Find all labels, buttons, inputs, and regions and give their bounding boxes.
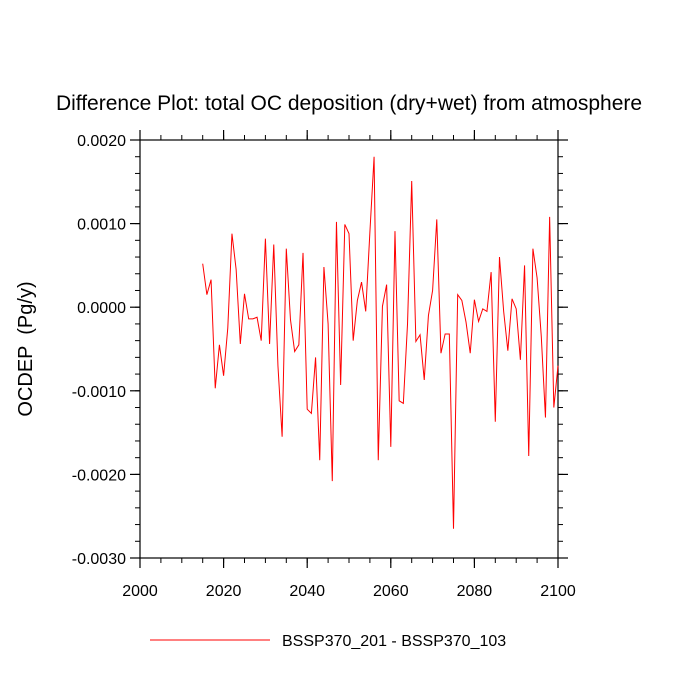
y-tick-label: -0.0010 [72,384,126,401]
y-tick-label: 0.0000 [77,300,126,317]
y-tick-label: -0.0030 [72,551,126,568]
series-layer [202,156,559,529]
x-tick-label: 2080 [457,583,493,600]
series-line [202,156,559,529]
legend-label: BSSP370_201 - BSSP370_103 [282,633,506,650]
y-axis-label: OCDEP (Pg/y) [15,281,37,416]
x-tick-label: 2040 [289,583,325,600]
y-tick-label: 0.0020 [77,133,126,150]
x-tick-label: 2060 [373,583,409,600]
chart-title: Difference Plot: total OC deposition (dr… [56,92,642,115]
x-tick-label: 2100 [540,583,576,600]
x-tick-label: 2020 [206,583,242,600]
y-tick-label: 0.0010 [77,217,126,234]
plot-frame [139,139,559,559]
y-tick-label: -0.0020 [72,467,126,484]
y-axis: -0.0030 -0.0020 -0.0010 0.0000 0.0010 0.0020 [72,133,568,568]
x-tick-label: 2000 [122,583,158,600]
x-axis: 2000 2020 2040 2060 2080 2100 [122,130,576,600]
legend: BSSP370_201 - BSSP370_103 [150,633,506,650]
